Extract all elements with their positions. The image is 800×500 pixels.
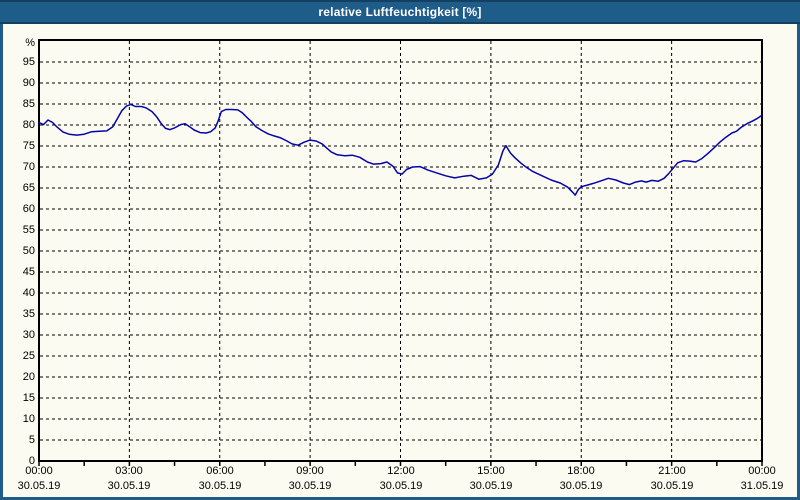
x-date-label: 30.05.19 [17, 480, 61, 492]
x-date-label: 30.05.19 [288, 480, 332, 492]
x-time-label: 15:00 [477, 465, 505, 477]
y-tick-label: 25 [22, 350, 35, 362]
y-tick-label: 35 [22, 308, 35, 320]
y-tick-label: 85 [22, 98, 35, 110]
x-time-label: 18:00 [567, 465, 595, 477]
x-time-label: 09:00 [296, 465, 324, 477]
y-tick-label: 50 [22, 245, 35, 257]
x-date-label: 31.05.19 [740, 480, 784, 492]
window-title: relative Luftfeuchtigkeit [%] [318, 5, 482, 19]
y-tick-label: 20 [22, 371, 35, 383]
chart-area: % 95 90 85 80 75 70 65 60 55 50 45 40 35 30 25 20 15 10 5 0 0… [3, 24, 797, 497]
humidity-series-line [38, 103, 763, 196]
x-date-label: 30.05.19 [107, 480, 151, 492]
x-time-label: 00:00 [25, 465, 53, 477]
y-tick-label: 15 [22, 392, 35, 404]
humidity-line-chart [38, 39, 763, 466]
y-tick-label: 70 [22, 161, 35, 173]
y-tick-label: 90 [22, 77, 35, 89]
x-time-label: 03:00 [115, 465, 143, 477]
y-tick-label: 45 [22, 266, 35, 278]
y-tick-label: 30 [22, 329, 35, 341]
x-date-label: 30.05.19 [379, 480, 423, 492]
window-titlebar[interactable]: relative Luftfeuchtigkeit [%] [0, 0, 800, 24]
y-tick-label: 80 [22, 119, 35, 131]
x-time-label: 06:00 [206, 465, 234, 477]
y-axis-unit-label: % [25, 37, 35, 49]
y-tick-label: 0 [28, 455, 35, 467]
x-date-label: 30.05.19 [198, 480, 242, 492]
y-tick-label: 55 [22, 224, 35, 236]
x-date-label: 30.05.19 [650, 480, 694, 492]
y-tick-label: 10 [22, 413, 35, 425]
y-tick-label: 40 [22, 287, 35, 299]
x-date-label: 30.05.19 [469, 480, 513, 492]
y-tick-label: 60 [22, 203, 35, 215]
y-tick-label: 75 [22, 140, 35, 152]
y-tick-label: 95 [22, 56, 35, 68]
x-time-label: 21:00 [658, 465, 686, 477]
y-tick-label: 5 [28, 434, 35, 446]
x-time-label: 00:00 [748, 465, 776, 477]
x-time-label: 12:00 [387, 465, 415, 477]
y-tick-label: 65 [22, 182, 35, 194]
plot-frame [38, 39, 763, 462]
x-date-label: 30.05.19 [559, 480, 603, 492]
